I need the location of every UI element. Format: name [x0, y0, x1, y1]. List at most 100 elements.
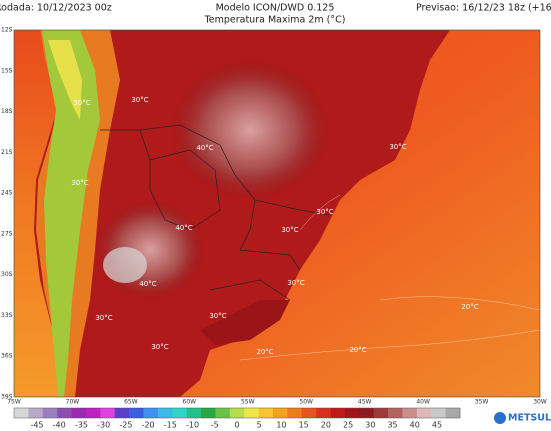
colorbar-swatch — [57, 408, 72, 418]
colorbar-swatch — [258, 408, 274, 418]
lon-label: 75W — [7, 399, 21, 406]
contour-label: 30°C — [71, 179, 88, 187]
model-label: Modelo ICON/DWD 0.125 — [216, 3, 335, 14]
isotherms — [239, 194, 540, 361]
map-frame — [13, 29, 541, 398]
variable-label: Temperatura Maxima 2m (°C) — [204, 15, 346, 26]
contour-label: 30°C — [95, 314, 112, 322]
colorbar-swatch — [100, 408, 116, 418]
contour-label: 30°C — [209, 312, 226, 320]
andes-yellow — [48, 40, 82, 120]
colorbar-label: 20 — [321, 421, 331, 430]
lat-label: 30S — [1, 271, 13, 278]
colorbar-label: -45 — [30, 421, 43, 430]
colorbar-swatch — [344, 408, 360, 418]
lon-label: 40W — [416, 399, 430, 406]
colorbar-swatch — [129, 408, 144, 418]
lon-label: 70W — [66, 399, 80, 406]
colorbar-label: 25 — [343, 421, 353, 430]
colorbar-swatch — [272, 408, 288, 418]
lon-label: 55W — [241, 399, 255, 406]
colorbar-label: 5 — [257, 421, 262, 430]
lat-label: 21S — [1, 149, 13, 156]
lon-label: 60W — [183, 399, 197, 406]
colorbar-swatch — [373, 408, 389, 418]
colorbar-swatch — [114, 408, 130, 418]
colorbar-swatch — [431, 408, 446, 418]
contour-label: 30°C — [281, 226, 298, 234]
colorbar-label: 30 — [365, 421, 375, 430]
contour-label: 40°C — [175, 224, 192, 232]
colorbar-swatch — [287, 408, 303, 418]
colorbar-label: 40 — [410, 421, 420, 430]
colorbar-swatch — [201, 408, 216, 418]
colorbar-swatch — [402, 408, 418, 418]
borders — [100, 124, 331, 301]
andes-cool — [42, 30, 100, 397]
contour-label: 30°C — [73, 99, 90, 107]
colorbar-label: 10 — [276, 421, 286, 430]
colorbar-label: -25 — [119, 421, 132, 430]
lat-label: 39S — [1, 394, 13, 401]
colorbar-label: -15 — [164, 421, 177, 430]
lon-label: 45W — [358, 399, 372, 406]
colorbar-label: 35 — [387, 421, 397, 430]
colorbar-swatch — [330, 408, 346, 418]
brand-label: METSUL — [508, 413, 551, 424]
contour-label: 40°C — [196, 144, 213, 152]
run-label: Rodada: 10/12/2023 00z — [0, 3, 112, 14]
contour-label: 20°C — [256, 348, 273, 356]
lon-label: 50W — [299, 399, 313, 406]
colorbar-swatch — [14, 408, 29, 418]
colorbar-swatch — [388, 408, 403, 418]
contour-label: 30°C — [316, 208, 333, 216]
lat-label: 18S — [1, 108, 13, 115]
logo-icon — [494, 412, 506, 424]
colorbar-swatch — [445, 408, 461, 418]
hot-core-max — [103, 247, 147, 283]
lat-label: 33S — [1, 312, 13, 319]
colorbar-label: -5 — [211, 421, 219, 430]
lat-label: 12S — [1, 27, 13, 34]
colorbar-swatch — [157, 408, 173, 418]
lat-label: 24S — [1, 190, 13, 197]
uruguay — [200, 300, 290, 345]
lat-label: 15S — [1, 67, 13, 74]
colorbar-label: -20 — [142, 421, 155, 430]
colorbar-swatch — [244, 408, 259, 418]
colorbar-swatch — [172, 408, 187, 418]
lat-label: 27S — [1, 230, 13, 237]
colorbar-swatch — [186, 408, 202, 418]
colorbar-label: 15 — [299, 421, 309, 430]
colorbar-label: -30 — [97, 421, 110, 430]
colorbar-label: 0 — [234, 421, 239, 430]
colorbar-label: -10 — [186, 421, 199, 430]
colorbar-swatch — [85, 408, 101, 418]
lon-label: 35W — [475, 399, 489, 406]
colorbar-frame — [13, 407, 461, 419]
colorbar-swatch — [301, 408, 317, 418]
lon-label: 30W — [533, 399, 547, 406]
colorbar-label: -35 — [75, 421, 88, 430]
colorbar-swatch — [229, 408, 245, 418]
land — [34, 30, 450, 397]
lon-label: 65W — [124, 399, 138, 406]
colorbar-swatch — [359, 408, 374, 418]
contour-label: 30°C — [287, 279, 304, 287]
colorbar-label: 45 — [432, 421, 442, 430]
map-area: 30°C 30°C 40°C 30°C 40°C 30°C 30°C 40°C 30°C 30°C… — [14, 30, 540, 397]
lat-label: 36S — [1, 353, 13, 360]
colorbar-swatch — [28, 408, 44, 418]
contour-label: 30°C — [151, 343, 168, 351]
colorbar-label: -40 — [53, 421, 66, 430]
contour-label: 20°C — [349, 346, 366, 354]
forecast-label: Previsao: 16/12/23 18z (+162h — [416, 3, 551, 14]
colorbar-swatch — [71, 408, 87, 418]
colorbar-swatch — [215, 408, 231, 418]
colorbar-swatch — [416, 408, 432, 418]
contour-label: 20°C — [461, 303, 478, 311]
colorbar-swatch — [316, 408, 331, 418]
contour-label: 30°C — [131, 96, 148, 104]
